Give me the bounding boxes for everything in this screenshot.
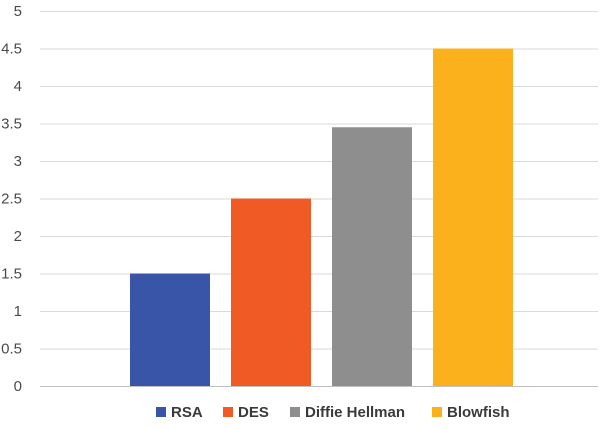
legend-swatch	[290, 407, 300, 417]
gridlines	[40, 11, 598, 387]
legend-label: RSA	[171, 404, 203, 421]
y-tick-label: 0.5	[1, 341, 22, 358]
legend-swatch	[432, 407, 442, 417]
y-tick-label: 4.5	[1, 41, 22, 58]
y-tick-label: 5	[14, 3, 22, 20]
y-tick-label: 2	[14, 228, 22, 245]
legend-swatch	[223, 407, 233, 417]
y-tick-label: 2.5	[1, 191, 22, 208]
bar-blowfish	[433, 48, 513, 386]
y-tick-label: 1	[14, 303, 22, 320]
y-tick-label: 0	[14, 378, 22, 395]
bar-diffie-hellman	[332, 127, 412, 386]
y-axis-tick-labels: 0 0.5 1 1.5 2 2.5 3 3.5 4 4.5 5	[1, 3, 22, 395]
legend-label: Blowfish	[447, 404, 510, 421]
legend-swatch	[156, 407, 166, 417]
y-tick-label: 3.5	[1, 116, 22, 133]
y-tick-label: 4	[14, 78, 22, 95]
bar-des	[231, 198, 311, 386]
y-tick-label: 3	[14, 153, 22, 170]
legend-label: DES	[238, 404, 269, 421]
y-tick-label: 1.5	[1, 266, 22, 283]
bar-rsa	[130, 273, 210, 386]
bars	[130, 48, 513, 386]
legend-label: Diffie Hellman	[305, 404, 405, 421]
legend: RSA DES Diffie Hellman Blowfish	[156, 404, 510, 421]
